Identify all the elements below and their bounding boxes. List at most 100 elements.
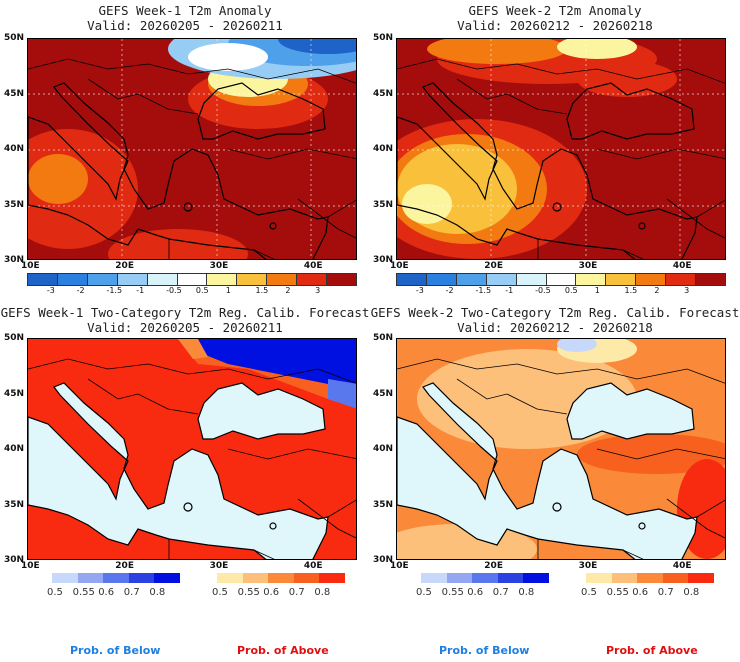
prob-below-label: Prob. of Below (439, 644, 530, 657)
lat-tick-label: 40N (4, 144, 25, 154)
colorbar-swatch (696, 274, 725, 285)
panel-valid-dates: Valid: 20260212 - 20260218 (457, 18, 653, 33)
colorbar-swatch (666, 274, 697, 285)
colorbar-swatch (523, 573, 549, 583)
lon-tick-label: 10E (21, 561, 40, 571)
colorbar-tick-label: 0.6 (263, 587, 280, 598)
lon-tick-label: 20E (484, 261, 503, 271)
colorbar-swatch (611, 573, 638, 583)
colorbar-swatch (516, 274, 547, 285)
colorbar-swatch (217, 573, 243, 583)
lat-tick-label: 50N (4, 33, 25, 43)
colorbar-tick-label: 0.8 (518, 587, 535, 598)
lat-tick-label: 45N (373, 88, 394, 99)
lon-tick-label: 30E (578, 261, 598, 271)
lat-tick-label: 35N (4, 199, 25, 210)
colorbar-tick-label: 0.5 (47, 587, 63, 598)
colorbar-swatch (87, 274, 118, 285)
colorbar-tick-label: 0.8 (149, 587, 166, 598)
lon-tick-label: 30E (209, 261, 229, 271)
colorbar-swatch (486, 274, 517, 285)
lat-tick-label: 40N (373, 444, 394, 454)
lon-tick-label: 20E (115, 261, 134, 271)
panel-title: GEFS Week-1 Two-Category T2m Reg. Calib.… (0, 305, 370, 320)
colorbar-tick-label: 0.55 (237, 587, 260, 598)
colorbar-tick-label: 1.5 (624, 286, 638, 295)
colorbar-tick-label: -0.5 (535, 286, 551, 295)
prob-above-colorbar (217, 573, 345, 583)
colorbar-swatch (28, 274, 58, 285)
colorbar-swatch (546, 274, 577, 285)
colorbar-tick-label: -3 (415, 286, 424, 295)
colorbar-swatch (237, 274, 268, 285)
colorbar-tick-label: 1.5 (255, 286, 269, 295)
colorbar-tick-label: -2 (76, 286, 85, 295)
colorbar-tick-label: -3 (46, 286, 55, 295)
colorbar-tick-label: 0.6 (98, 587, 115, 598)
lon-tick-label: 10E (390, 561, 409, 571)
colorbar-swatch (576, 274, 607, 285)
colorbar-swatch (497, 573, 524, 583)
colorbar-tick-label: 0.6 (632, 587, 649, 598)
colorbar-tick-label: 0.55 (441, 587, 464, 598)
prob-above-label: Prob. of Above (237, 644, 329, 657)
week1-probability-map (27, 338, 357, 560)
colorbar-swatch (688, 573, 714, 583)
prob-below-label: Prob. of Below (70, 644, 161, 657)
colorbar-tick-label: 2 (654, 286, 660, 295)
colorbar-swatch (426, 274, 457, 285)
colorbar-swatch (177, 274, 208, 285)
panel-title: GEFS Week-2 Two-Category T2m Reg. Calib.… (370, 305, 740, 320)
colorbar-tick-label: -1 (136, 286, 145, 295)
colorbar-swatch (662, 573, 689, 583)
colorbar-tick-label: -2 (445, 286, 454, 295)
panel-title: GEFS Week-1 T2m Anomaly (98, 3, 272, 18)
lon-tick-label: 40E (672, 261, 692, 271)
colorbar-tick-label: -1 (505, 286, 514, 295)
colorbar-swatch (268, 573, 294, 583)
lat-tick-label: 50N (373, 333, 394, 343)
lat-tick-label: 35N (4, 499, 25, 510)
lat-tick-label: 40N (4, 444, 25, 454)
colorbar-swatch (128, 573, 155, 583)
colorbar-swatch (297, 274, 328, 285)
panel-valid-dates: Valid: 20260205 - 20260211 (87, 320, 283, 335)
lon-tick-label: 20E (115, 561, 134, 571)
prob-below-colorbar (421, 573, 549, 583)
colorbar-tick-label: 0.8 (314, 587, 331, 598)
colorbar-tick-label: -1.5 (106, 286, 123, 295)
lon-tick-label: 20E (484, 561, 503, 571)
colorbar-swatch (472, 573, 498, 583)
colorbar-swatch (267, 274, 298, 285)
colorbar-swatch (57, 274, 88, 285)
lat-tick-label: 45N (4, 88, 25, 99)
colorbar-tick-label: 0.6 (467, 587, 484, 598)
lon-tick-label: 40E (303, 561, 323, 571)
lat-tick-label: 35N (373, 499, 394, 510)
colorbar-tick-label: -0.5 (166, 286, 182, 295)
lat-tick-label: 30N (4, 255, 25, 265)
colorbar-swatch (207, 274, 238, 285)
lat-tick-label: 35N (373, 199, 394, 210)
lon-tick-label: 30E (209, 561, 229, 571)
colorbar-swatch (103, 573, 129, 583)
colorbar-tick-label: 3 (684, 286, 690, 295)
lat-tick-label: 50N (373, 33, 394, 43)
colorbar-swatch (446, 573, 473, 583)
colorbar-swatch (586, 573, 612, 583)
colorbar-swatch (456, 274, 487, 285)
colorbar-swatch (637, 573, 663, 583)
colorbar-tick-label: 0.5 (581, 587, 597, 598)
prob-below-colorbar (52, 573, 180, 583)
lat-tick-label: 45N (4, 388, 25, 399)
colorbar-swatch (327, 274, 356, 285)
colorbar-swatch (147, 274, 178, 285)
colorbar-swatch (77, 573, 104, 583)
colorbar-tick-label: 0.55 (72, 587, 95, 598)
week2-anomaly-map (396, 38, 726, 260)
colorbar-swatch (117, 274, 148, 285)
colorbar-tick-label: 1 (225, 286, 231, 295)
colorbar-swatch (319, 573, 345, 583)
week2-probability-map (396, 338, 726, 560)
colorbar-tick-label: 0.5 (416, 587, 432, 598)
